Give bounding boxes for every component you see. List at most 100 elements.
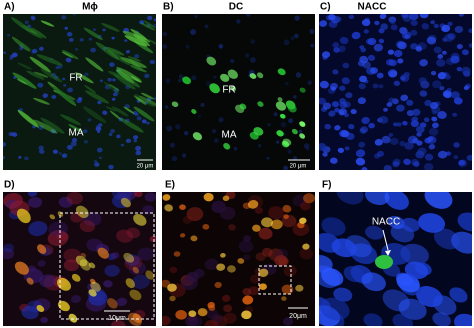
cell <box>374 138 383 146</box>
cell <box>171 101 179 107</box>
cell <box>140 92 155 100</box>
cell <box>382 289 410 312</box>
cell <box>321 267 344 286</box>
cell <box>85 57 104 72</box>
cell <box>355 157 366 166</box>
cell <box>407 135 418 144</box>
cell <box>230 85 236 92</box>
cell <box>324 123 332 130</box>
cell <box>330 86 337 91</box>
cell <box>38 125 44 130</box>
cell <box>143 20 156 29</box>
cell <box>419 59 428 67</box>
cell <box>153 97 156 100</box>
cell <box>180 233 186 238</box>
cell <box>227 69 238 79</box>
cell <box>249 73 257 79</box>
cell <box>94 162 100 167</box>
cell <box>30 27 47 39</box>
cell <box>141 119 147 124</box>
cell <box>415 125 425 134</box>
cell <box>135 145 142 151</box>
cell <box>257 101 264 107</box>
cell <box>331 101 340 108</box>
cell <box>165 78 171 84</box>
cell <box>3 156 5 160</box>
cell <box>95 125 100 128</box>
cell <box>120 57 147 68</box>
cell <box>178 74 184 79</box>
cell <box>416 286 443 308</box>
cell <box>423 117 430 123</box>
cell <box>16 208 31 224</box>
cell <box>428 127 439 136</box>
cell <box>395 272 414 287</box>
cell <box>105 106 117 112</box>
cell <box>111 192 133 201</box>
cell <box>127 312 143 326</box>
cell <box>79 38 84 42</box>
cell <box>169 142 175 148</box>
cell <box>280 121 287 128</box>
cell <box>290 36 295 41</box>
cell <box>424 99 432 107</box>
cell <box>339 101 348 109</box>
cell <box>144 101 149 105</box>
cell <box>381 135 391 144</box>
cell <box>40 68 63 83</box>
cell <box>206 308 218 319</box>
cell <box>186 271 199 283</box>
cell <box>401 31 412 40</box>
cell <box>140 22 156 31</box>
cell <box>204 24 209 29</box>
annotation: MA <box>69 128 84 139</box>
scale-label: 10μm <box>108 315 126 322</box>
cell <box>437 110 447 119</box>
cell <box>16 78 28 85</box>
cell <box>26 277 34 285</box>
cell <box>458 159 466 166</box>
cell <box>117 70 141 88</box>
cell <box>279 113 286 119</box>
cell <box>71 273 81 282</box>
cell <box>392 161 400 168</box>
cell <box>203 192 214 202</box>
cell <box>388 132 394 138</box>
cell <box>384 192 409 210</box>
cell <box>310 43 315 48</box>
cell <box>62 77 66 81</box>
cell <box>48 221 69 237</box>
cell <box>61 153 68 158</box>
cell <box>123 252 135 263</box>
cell <box>389 19 396 25</box>
cell <box>56 231 69 242</box>
cell <box>116 67 143 83</box>
cell <box>319 297 350 321</box>
cell <box>242 288 252 296</box>
cell <box>132 135 139 140</box>
cell <box>120 197 131 208</box>
cell <box>32 48 38 54</box>
scale-label: 20μm <box>289 313 307 320</box>
cell <box>334 16 342 22</box>
cell <box>84 90 109 104</box>
cell <box>350 243 378 265</box>
arrow <box>382 229 389 251</box>
cell <box>209 83 220 94</box>
cell <box>90 281 101 292</box>
cell <box>281 296 287 301</box>
cell <box>300 201 311 211</box>
cell <box>292 222 310 237</box>
cell <box>237 258 245 264</box>
cell <box>283 214 289 219</box>
panel-label: C) <box>320 2 331 13</box>
cell <box>345 92 353 99</box>
cell <box>299 121 306 127</box>
cell <box>396 122 402 127</box>
cell <box>338 85 346 91</box>
cell <box>142 205 155 215</box>
cell <box>373 43 384 52</box>
cell <box>333 287 353 302</box>
cell <box>322 152 328 157</box>
cell <box>277 97 283 102</box>
